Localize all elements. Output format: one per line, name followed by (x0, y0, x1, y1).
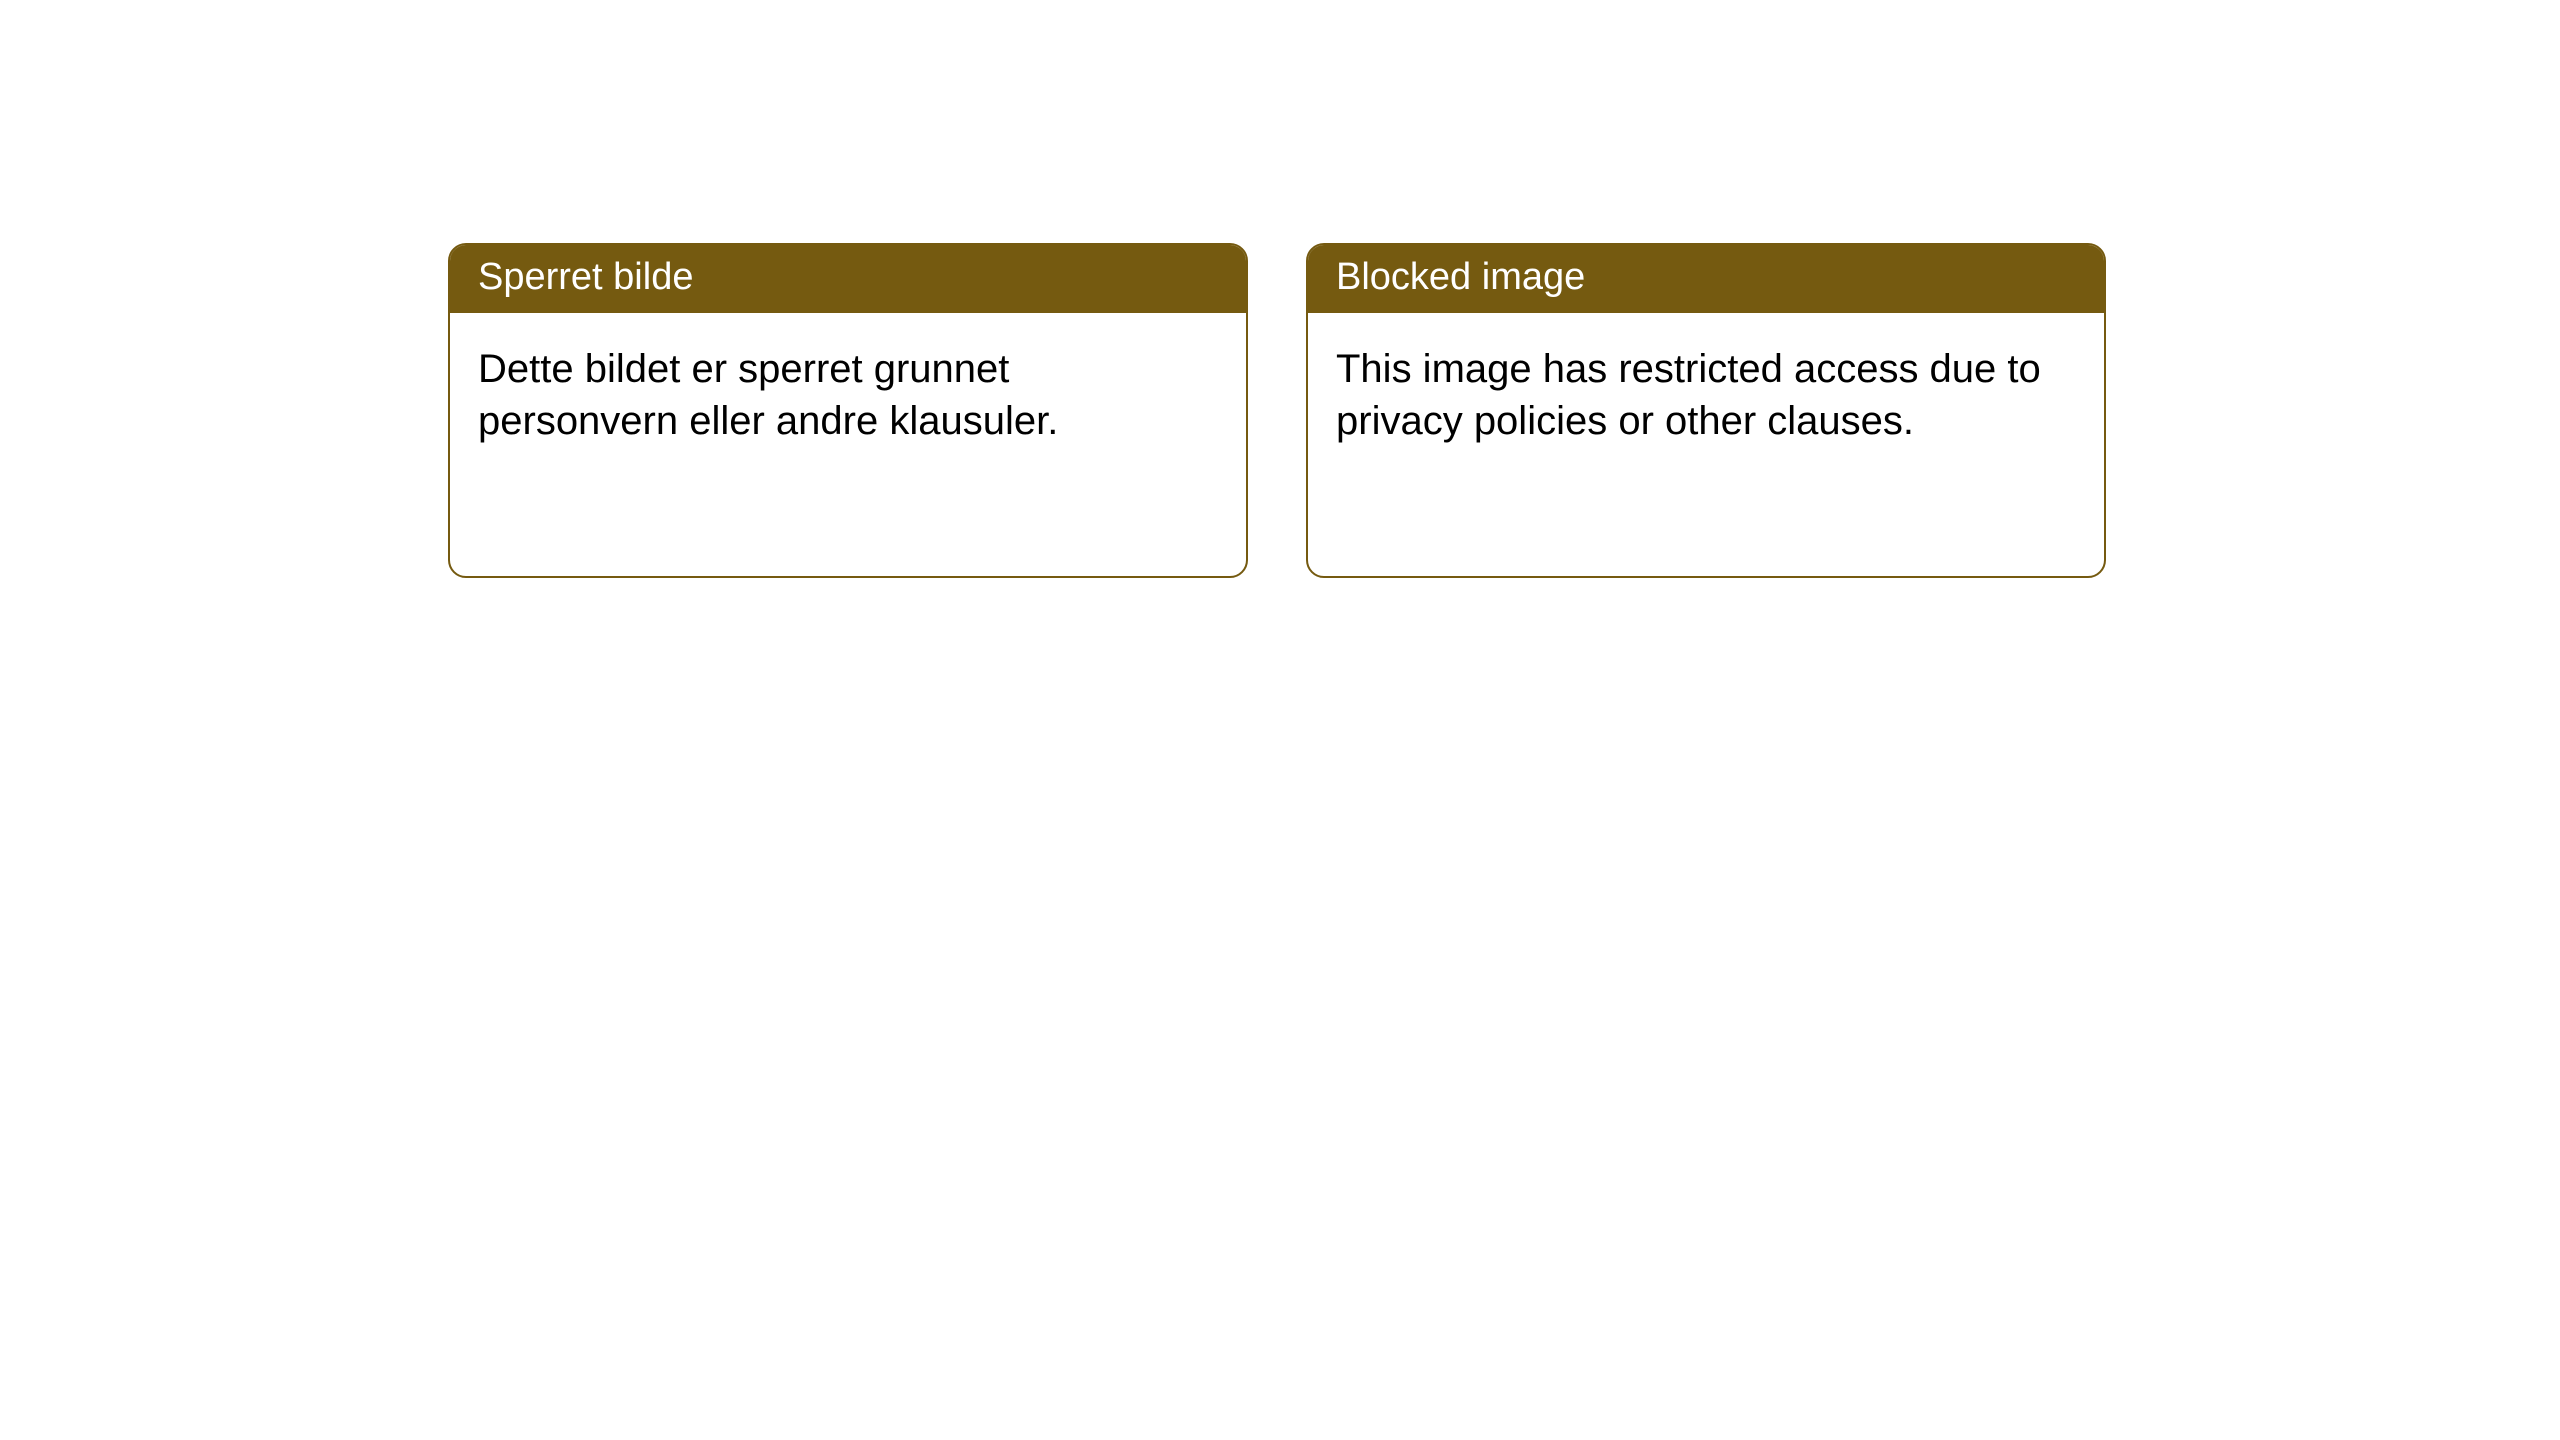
notice-title: Blocked image (1336, 256, 1585, 298)
notice-body-text: Dette bildet er sperret grunnet personve… (478, 347, 1058, 444)
notice-card-english: Blocked image This image has restricted … (1306, 243, 2106, 578)
notice-card-norwegian: Sperret bilde Dette bildet er sperret gr… (448, 243, 1248, 578)
notice-body: This image has restricted access due to … (1308, 313, 2104, 479)
notice-header: Sperret bilde (450, 245, 1246, 313)
notice-title: Sperret bilde (478, 256, 693, 298)
notice-body: Dette bildet er sperret grunnet personve… (450, 313, 1246, 479)
notice-body-text: This image has restricted access due to … (1336, 347, 2041, 444)
notice-header: Blocked image (1308, 245, 2104, 313)
notices-container: Sperret bilde Dette bildet er sperret gr… (448, 243, 2106, 578)
